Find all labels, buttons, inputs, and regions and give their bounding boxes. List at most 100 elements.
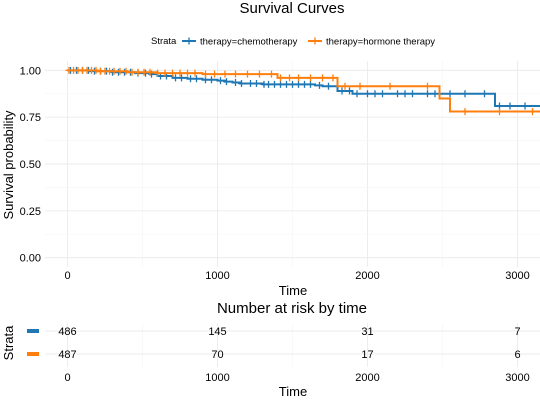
censor-mark [295,74,302,82]
censor-mark [277,80,284,88]
censor-mark [134,68,142,76]
censor-mark [286,74,293,82]
x-axis-label: Time [279,283,307,298]
censor-mark [193,75,200,83]
censor-mark [496,108,503,116]
censor-mark [122,67,130,75]
censor-mark [169,69,176,77]
censor-mark [232,79,239,87]
censor-mark [346,87,353,95]
censor-mark [521,102,529,110]
censor-mark [268,70,275,78]
censor-mark [277,74,284,82]
censor-mark [110,67,118,75]
censor-mark [461,90,469,98]
censor-mark [217,77,224,85]
chart-title: Survival Curves [239,0,344,17]
censor-mark [223,78,230,86]
censor-mark [238,79,245,87]
censor-mark [401,90,409,98]
censor-mark [154,69,161,77]
legend-item: therapy=hormone therapy [308,37,435,48]
censor-mark [191,69,199,77]
legend-title: Strata [151,36,177,47]
censor-mark [307,80,314,88]
censor-mark [211,70,218,78]
censor-mark [116,67,124,75]
censor-mark [379,90,386,98]
x-tick-label: 0 [64,270,70,282]
censor-mark [341,82,349,90]
censor-mark [461,108,469,116]
censor-mark [208,76,215,84]
y-tick-label: 0.50 [20,159,41,171]
censor-mark [394,90,401,98]
risk-count: 487 [58,349,76,361]
y-tick-label: 0.25 [20,206,41,218]
risk-count: 31 [361,326,373,338]
censor-mark [424,82,431,90]
legend-item: therapy=chemotherapy [182,37,298,48]
risk-count: 7 [514,326,520,338]
censor-mark [289,80,296,88]
censor-mark [253,79,260,87]
censor-mark [128,68,136,76]
censor-mark [176,69,184,77]
censor-mark [338,87,346,95]
censor-mark [202,70,209,78]
censor-mark [92,66,100,74]
censor-mark [221,70,229,78]
x-tick-label: 2000 [355,270,379,282]
censor-mark [256,70,263,78]
risk-count: 6 [514,349,520,361]
y-tick-label: 1.00 [20,65,41,77]
censor-mark [146,68,154,76]
risk-row: 487 70 17 6 [27,349,521,361]
censor-mark [424,90,431,98]
censor-mark [172,74,179,82]
legend: Strata therapy=chemotherapy therapy=hormo… [151,36,435,48]
censor-mark [140,68,148,76]
censor-mark [529,108,536,116]
censor-mark [481,90,488,98]
risk-y-axis-label: Strata [1,325,16,360]
risk-count: 145 [208,326,226,338]
y-axis-label: Survival probability [1,110,16,220]
risk-count: 486 [58,326,76,338]
censor-mark [356,82,364,90]
censor-mark [247,79,254,87]
censor-mark [184,69,191,77]
censor-mark [232,70,239,78]
censor-mark [319,74,326,82]
censor-mark [329,74,337,82]
legend-label: therapy=hormone therapy [326,37,435,48]
risk-x-tick-label: 1000 [205,372,229,384]
censor-mark [307,74,314,82]
risk-count: 17 [361,349,373,361]
censor-mark [265,80,272,88]
risk-x-tick-label: 0 [64,372,70,384]
censor-mark [271,80,278,88]
censor-mark [295,80,302,88]
censor-mark [187,75,194,83]
censor-mark [371,90,379,98]
censor-mark [316,81,323,89]
series-1 [65,66,540,116]
risk-x-tick-label: 2000 [355,372,379,384]
x-tick-label: 1000 [205,270,229,282]
censor-mark [301,80,308,88]
censor-mark [446,90,454,98]
censor-mark [283,80,290,88]
legend-label: therapy=chemotherapy [200,37,298,48]
y-tick-label: 0.00 [20,253,41,265]
risk-x-tick-label: 3000 [505,372,529,384]
risk-count: 70 [211,349,223,361]
y-tick-label: 0.75 [20,112,41,124]
censor-mark [353,90,361,98]
risk-x-axis-label: Time [279,384,307,399]
censor-mark [409,90,416,98]
censor-mark [178,74,185,82]
risk-table-title: Number at risk by time [217,300,367,317]
censor-mark [364,90,371,98]
